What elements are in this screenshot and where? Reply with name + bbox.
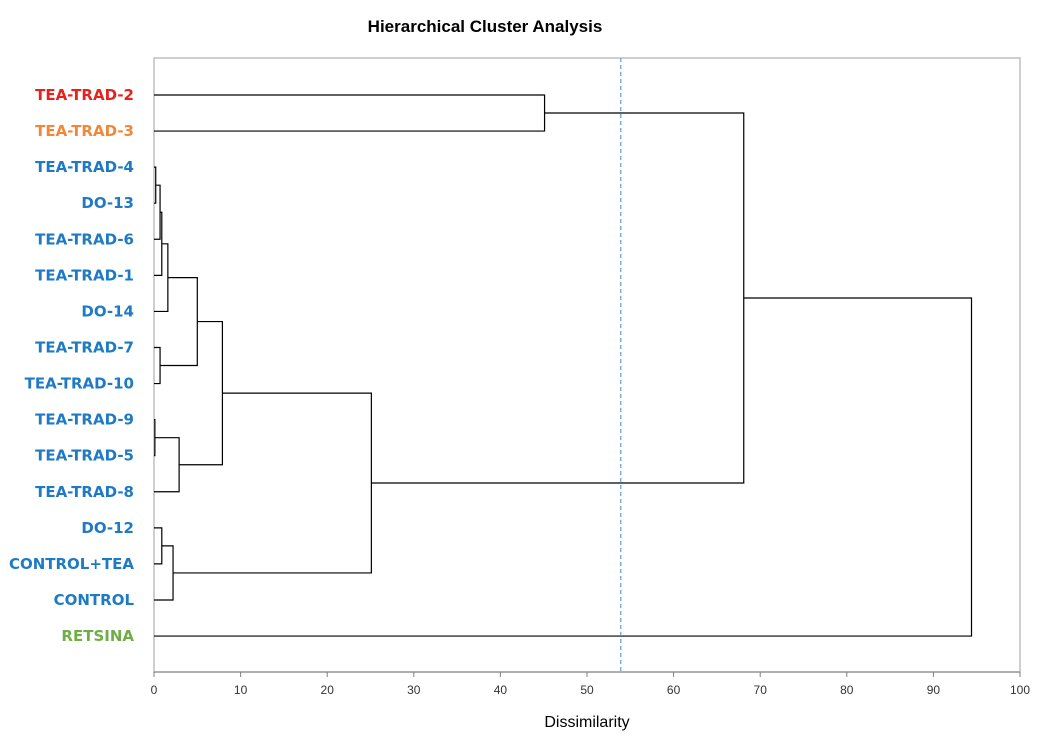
leaf-label: TEA-TRAD-10 [25,375,134,393]
dendrogram-link [154,297,973,637]
plot-frame [153,57,1021,673]
leaf-label: DO-13 [81,194,134,212]
x-tick-label: 10 [234,683,248,697]
x-tick-label: 20 [321,683,335,697]
leaf-label: CONTROL+TEA [9,555,134,573]
x-tick-label: 70 [754,683,768,697]
dendrogram-link [154,527,163,565]
dendrogram-links [154,58,973,672]
leaf-label: DO-14 [81,302,134,320]
x-tick-label: 0 [151,683,158,697]
leaf-label: TEA-TRAD-8 [35,483,134,501]
leaf-label: TEA-TRAD-2 [35,86,134,104]
dendrogram-link [179,320,224,466]
x-tick-label: 60 [667,683,681,697]
leaf-label: TEA-TRAD-9 [35,411,134,429]
x-tick-label: 100 [1010,683,1030,697]
leaf-label: TEA-TRAD-6 [35,230,134,248]
leaf-labels: TEA-TRAD-2 TEA-TRAD-3 TEA-TRAD-4 DO-13 TEA-T… [9,86,135,645]
leaf-label: TEA-TRAD-1 [35,266,134,284]
dendrogram-link [371,112,745,484]
leaf-label: TEA-TRAD-4 [35,158,134,176]
leaf-label: CONTROL [54,591,135,609]
leaf-label: TEA-TRAD-3 [35,122,134,140]
dendrogram-link [154,243,169,313]
x-tick-label: 90 [927,683,941,697]
leaf-label: TEA-TRAD-7 [35,338,134,356]
dendrogram-link [154,184,161,240]
dendrogram-link [154,437,180,493]
chart-title: Hierarchical Cluster Analysis [368,17,603,36]
x-tick-label: 50 [580,683,594,697]
x-tick-label: 80 [840,683,854,697]
x-axis-label: Dissimilarity [544,714,629,731]
dendrogram-link [154,545,174,601]
leaf-label: DO-12 [81,519,134,537]
dendrogram-link [154,346,161,385]
x-axis-ticks: 0 10 20 30 40 50 60 70 80 90 100 [151,671,1030,697]
dendrogram-link [154,94,546,132]
x-tick-label: 30 [407,683,421,697]
dendrogram-link [160,277,198,367]
x-tick-label: 40 [494,683,508,697]
dendrogram-link [173,392,372,574]
leaf-label: RETSINA [61,627,134,645]
leaf-label: TEA-TRAD-5 [35,447,134,465]
